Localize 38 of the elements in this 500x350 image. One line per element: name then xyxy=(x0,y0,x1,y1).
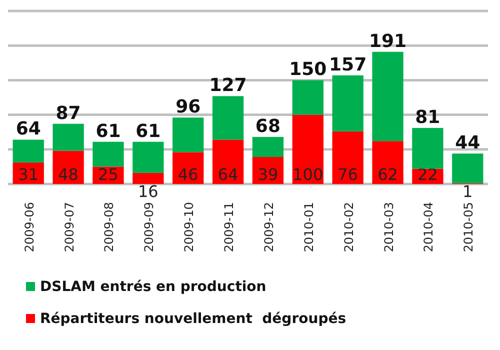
total-label: 68 xyxy=(255,116,280,137)
total-label: 127 xyxy=(209,75,247,96)
x-tick-label: 2009-12 xyxy=(262,202,276,252)
data-label: 62 xyxy=(378,165,398,184)
x-tick-label: 2010-03 xyxy=(382,202,396,252)
x-tick-label: 2010-05 xyxy=(462,202,476,252)
x-tick-label: 2009-11 xyxy=(222,202,236,252)
x-tick-label: 2009-06 xyxy=(22,202,36,252)
total-label: 64 xyxy=(16,118,41,140)
legend-label: DSLAM entrés en production xyxy=(40,279,266,295)
total-label: 96 xyxy=(176,96,201,118)
x-tick-label: 2010-04 xyxy=(422,202,436,252)
x-tick-label: 2009-08 xyxy=(102,202,116,252)
total-label: 157 xyxy=(329,54,367,76)
data-label: 76 xyxy=(338,165,358,184)
data-label: 22 xyxy=(418,165,438,184)
x-tick-label: 2009-09 xyxy=(142,202,156,252)
total-label: 61 xyxy=(136,120,161,142)
x-tick-label: 2009-10 xyxy=(182,202,196,252)
data-label: 100 xyxy=(292,165,324,184)
data-label: 31 xyxy=(18,165,39,184)
x-tick-label: 2009-07 xyxy=(62,202,76,252)
total-label: 61 xyxy=(96,120,121,142)
total-label: 191 xyxy=(368,30,407,52)
data-label: 1 xyxy=(462,182,473,201)
total-label: 87 xyxy=(56,102,81,124)
legend-label: Répartiteurs nouvellement dégroupés xyxy=(40,311,346,327)
total-label: 81 xyxy=(415,106,440,128)
total-label: 44 xyxy=(455,132,480,154)
data-label: 48 xyxy=(58,165,78,184)
data-label: 46 xyxy=(178,165,198,184)
data-label: 25 xyxy=(98,165,118,184)
x-tick-label: 2010-01 xyxy=(302,202,316,252)
data-label: 64 xyxy=(218,165,238,184)
data-label: 16 xyxy=(138,182,158,201)
x-tick-label: 2010-02 xyxy=(342,202,356,252)
total-label: 150 xyxy=(289,59,327,80)
data-label: 39 xyxy=(258,165,278,184)
